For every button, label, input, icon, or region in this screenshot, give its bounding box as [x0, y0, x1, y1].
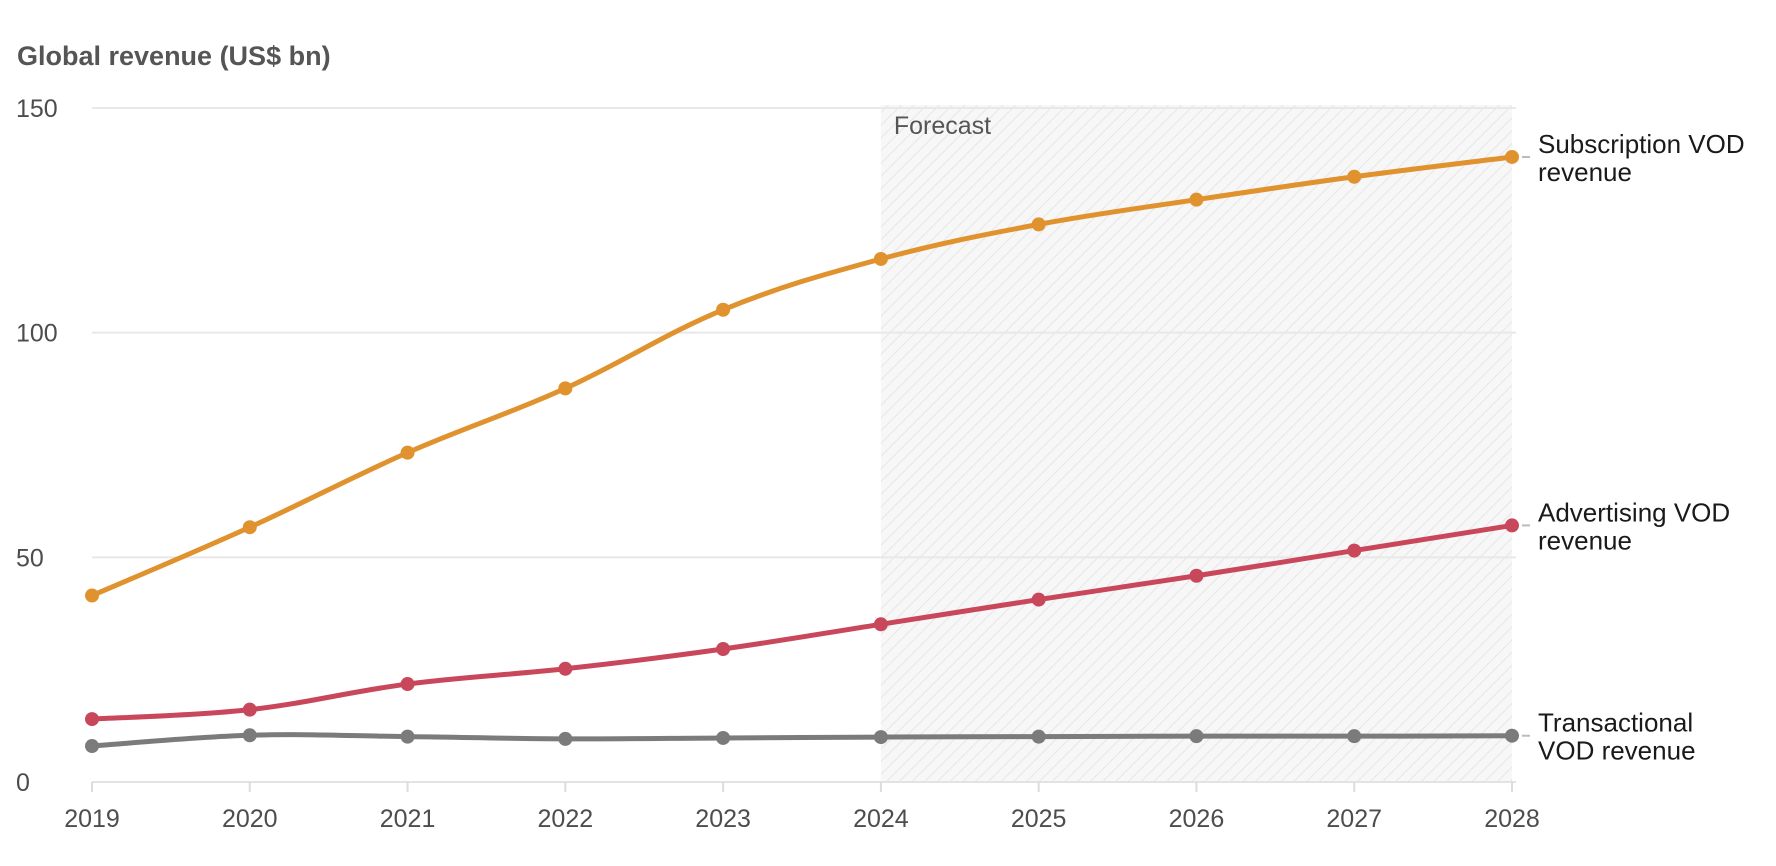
- subscription-vod-revenue-point-2027[interactable]: [1347, 169, 1362, 184]
- y-axis: 0 50 100 150: [16, 95, 58, 797]
- advertising-vod-revenue-point-2024[interactable]: [873, 617, 888, 632]
- subscription-vod-revenue-point-2019[interactable]: [85, 588, 99, 603]
- transactional-vod-revenue-point-2028[interactable]: [1505, 728, 1519, 743]
- y-gridlines: [92, 107, 1516, 783]
- subscription-vod-revenue-point-2022[interactable]: [558, 381, 573, 396]
- transactional-vod-revenue-point-2019[interactable]: [85, 739, 99, 754]
- chart-title: Global revenue (US$ bn): [17, 41, 331, 71]
- x-axis: 2019 2020 2021 2022 2023 2024 2025 2026 2027 2028: [64, 782, 1540, 833]
- subscription-vod-revenue-label: Subscription VOD revenue: [1538, 129, 1745, 187]
- series-subscription-vod-revenue: [85, 149, 1519, 603]
- advertising-vod-revenue-point-2027[interactable]: [1347, 543, 1362, 558]
- transactional-vod-revenue-line: [89, 732, 1515, 749]
- transactional-vod-revenue-point-2021[interactable]: [400, 729, 415, 744]
- transactional-vod-revenue-point-2020[interactable]: [242, 728, 257, 743]
- x-tick-2028: 2028: [1484, 805, 1540, 833]
- advertising-vod-revenue-label-line-1: Advertising VOD: [1538, 497, 1730, 527]
- subscription-vod-revenue-label-line-1: Subscription VOD: [1538, 129, 1745, 159]
- series-transactional-vod-revenue: [85, 728, 1519, 754]
- advertising-vod-revenue-point-2022[interactable]: [558, 661, 573, 676]
- subscription-vod-revenue-point-2021[interactable]: [400, 445, 415, 460]
- subscription-vod-revenue-point-2023[interactable]: [716, 302, 731, 317]
- subscription-vod-revenue-line: [89, 154, 1515, 599]
- transactional-vod-revenue-point-2025[interactable]: [1031, 729, 1046, 744]
- subscription-vod-revenue-point-2020[interactable]: [242, 520, 257, 535]
- y-tick-0: 0: [16, 769, 30, 797]
- advertising-vod-revenue-point-2019[interactable]: [85, 712, 99, 727]
- advertising-vod-revenue-point-2021[interactable]: [400, 677, 415, 692]
- x-tick-2025: 2025: [1011, 805, 1067, 833]
- transactional-vod-revenue-label-line-2: VOD revenue: [1538, 736, 1696, 766]
- y-tick-150: 150: [16, 95, 58, 123]
- advertising-vod-revenue-point-2023[interactable]: [716, 641, 731, 656]
- forecast-label: Forecast: [894, 112, 991, 140]
- subscription-vod-revenue-point-2028[interactable]: [1505, 149, 1519, 164]
- transactional-vod-revenue-label-line-1: Transactional: [1538, 708, 1693, 738]
- x-tick-2026: 2026: [1169, 805, 1225, 833]
- x-tick-2020: 2020: [222, 805, 278, 833]
- x-tick-2023: 2023: [695, 805, 751, 833]
- transactional-vod-revenue-point-2024[interactable]: [873, 730, 888, 745]
- x-tick-2027: 2027: [1326, 805, 1382, 833]
- advertising-vod-revenue-line: [89, 522, 1515, 722]
- subscription-vod-revenue-point-2024[interactable]: [873, 251, 888, 266]
- transactional-vod-revenue-point-2027[interactable]: [1347, 729, 1362, 744]
- advertising-vod-revenue-label-line-2: revenue: [1538, 525, 1632, 555]
- x-tick-2021: 2021: [380, 805, 436, 833]
- series-lines: [85, 149, 1519, 754]
- advertising-vod-revenue-point-2028[interactable]: [1505, 518, 1519, 533]
- advertising-vod-revenue-point-2026[interactable]: [1189, 568, 1204, 583]
- advertising-vod-revenue-point-2025[interactable]: [1031, 592, 1046, 607]
- x-tick-2022: 2022: [538, 805, 594, 833]
- x-tick-2019: 2019: [64, 805, 120, 833]
- subscription-vod-revenue-point-2025[interactable]: [1031, 217, 1046, 232]
- series-advertising-vod-revenue: [85, 518, 1519, 727]
- advertising-vod-revenue-point-2020[interactable]: [242, 702, 257, 717]
- forecast-region: Forecast: [880, 105, 1512, 782]
- advertising-vod-revenue-label: Advertising VOD revenue: [1538, 497, 1730, 555]
- transactional-vod-revenue-point-2023[interactable]: [716, 730, 731, 745]
- x-tick-2024: 2024: [853, 805, 909, 833]
- transactional-vod-revenue-label: Transactional VOD revenue: [1538, 708, 1696, 766]
- subscription-vod-revenue-label-line-2: revenue: [1538, 157, 1632, 187]
- forecast-hatch: [880, 105, 1512, 782]
- subscription-vod-revenue-point-2026[interactable]: [1189, 192, 1204, 207]
- y-tick-100: 100: [16, 320, 58, 348]
- transactional-vod-revenue-point-2022[interactable]: [558, 731, 573, 746]
- transactional-vod-revenue-point-2026[interactable]: [1189, 729, 1204, 744]
- y-tick-50: 50: [16, 544, 44, 572]
